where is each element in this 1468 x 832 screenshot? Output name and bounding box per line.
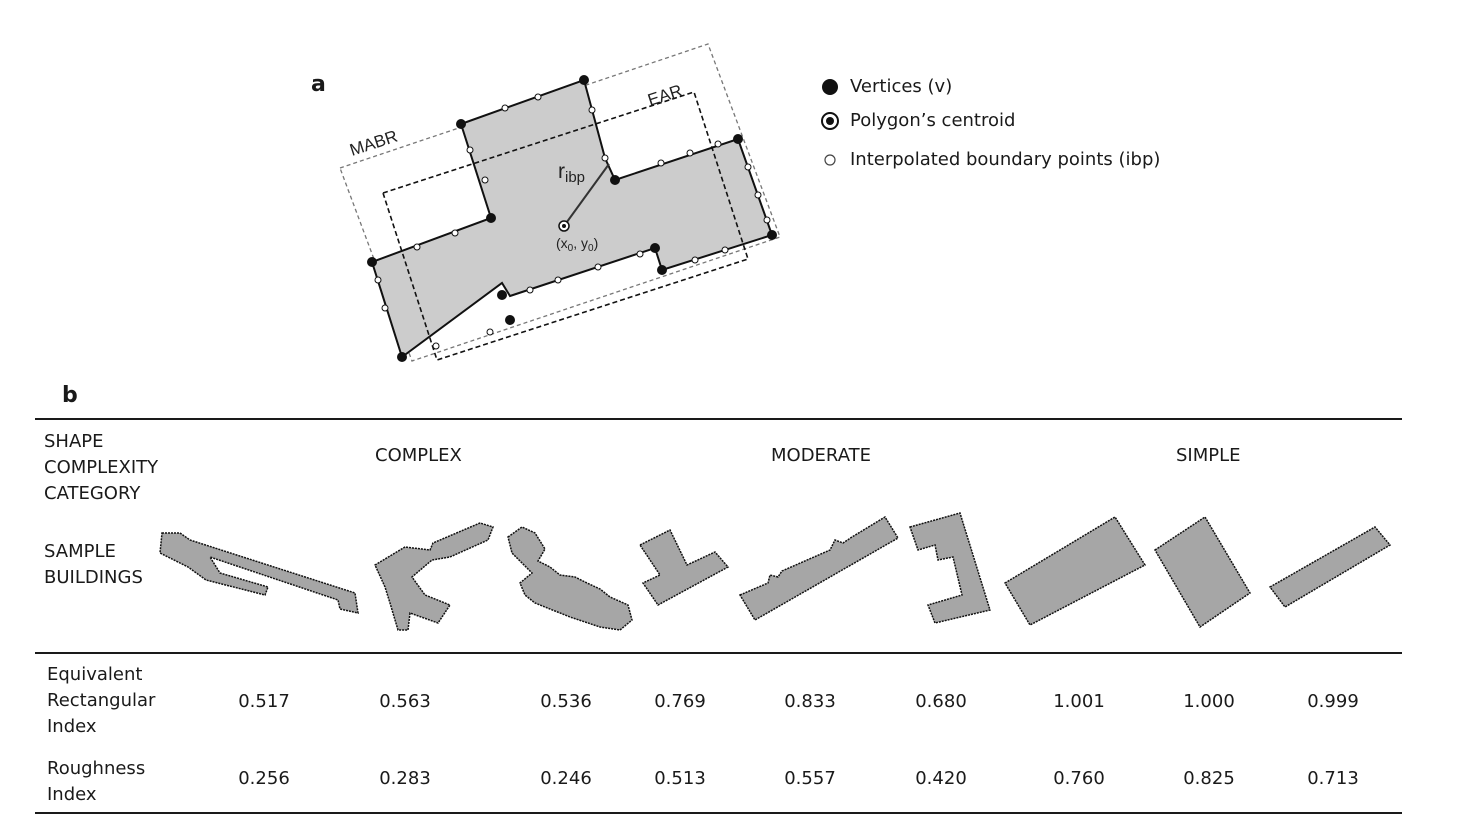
vertex-point bbox=[397, 352, 407, 362]
ibp-point bbox=[721, 246, 729, 254]
building-moderate-3 bbox=[909, 512, 991, 624]
ibp-point bbox=[763, 216, 771, 224]
roughness-value: 0.513 bbox=[654, 768, 706, 789]
vertex-point bbox=[367, 257, 377, 267]
ibp-point bbox=[534, 93, 542, 101]
eri-value: 1.000 bbox=[1183, 691, 1235, 712]
building-complex-2 bbox=[374, 522, 494, 631]
centroid-label: (x0, y0) bbox=[556, 235, 598, 254]
ibp-point bbox=[451, 229, 459, 237]
legend-vertices: Vertices (v) bbox=[820, 76, 952, 97]
ibp-point bbox=[413, 243, 421, 251]
roughness-value: 0.713 bbox=[1307, 768, 1359, 789]
building-polygon bbox=[370, 78, 774, 359]
vertex-point bbox=[505, 315, 515, 325]
eri-value: 0.999 bbox=[1307, 691, 1359, 712]
ibp-point bbox=[526, 286, 534, 294]
row-label-eri: Equivalent Rectangular Index bbox=[47, 664, 156, 737]
vertex-point bbox=[610, 175, 620, 185]
eri-value: 0.680 bbox=[915, 691, 967, 712]
radius-line bbox=[563, 163, 610, 227]
ibp-point bbox=[754, 191, 762, 199]
roughness-value: 0.825 bbox=[1183, 768, 1235, 789]
ibp-point bbox=[691, 256, 699, 264]
roughness-value: 0.557 bbox=[784, 768, 836, 789]
roughness-value: 0.283 bbox=[379, 768, 431, 789]
eri-value: 0.536 bbox=[540, 691, 592, 712]
ibp-point bbox=[486, 328, 494, 336]
building-simple-1 bbox=[1003, 515, 1147, 626]
filled-dot-icon bbox=[822, 78, 838, 95]
vertex-point bbox=[456, 119, 466, 129]
eri-value: 0.833 bbox=[784, 691, 836, 712]
building-complex-1 bbox=[159, 532, 359, 614]
vertex-point bbox=[497, 290, 507, 300]
building-moderate-2 bbox=[738, 515, 900, 622]
building-simple-3 bbox=[1268, 526, 1392, 608]
legend-label: Vertices (v) bbox=[850, 76, 953, 97]
building-simple-2 bbox=[1153, 515, 1252, 629]
legend-centroid: Polygon’s centroid bbox=[820, 110, 1015, 131]
vertex-point bbox=[733, 134, 743, 144]
eri-value: 0.769 bbox=[654, 691, 706, 712]
row-label-roughness: Roughness Index bbox=[47, 758, 146, 805]
ibp-point bbox=[594, 263, 602, 271]
roughness-value: 0.760 bbox=[1053, 768, 1105, 789]
vertex-point bbox=[579, 75, 589, 85]
table-bottom-rule bbox=[35, 812, 1402, 814]
vertex-point bbox=[657, 265, 667, 275]
ibp-point bbox=[432, 342, 440, 350]
panel-a-label: a bbox=[311, 72, 326, 97]
ibp-point bbox=[686, 149, 694, 157]
legend-label: Interpolated boundary points (ibp) bbox=[850, 149, 1161, 170]
ibp-point bbox=[554, 276, 562, 284]
radius-subscript: ibp bbox=[565, 169, 585, 186]
panel-b-label: b bbox=[62, 383, 78, 408]
eri-value: 0.563 bbox=[379, 691, 431, 712]
ibp-point bbox=[501, 104, 509, 112]
hollow-dot-icon bbox=[824, 153, 836, 166]
category-header-label: SHAPE COMPLEXITY CATEGORY bbox=[44, 431, 159, 504]
category-simple: SIMPLE bbox=[1176, 445, 1241, 466]
ibp-point bbox=[636, 250, 644, 258]
building-complex-3 bbox=[507, 526, 633, 631]
sample-buildings-label: SAMPLE BUILDINGS bbox=[44, 541, 143, 588]
roughness-value: 0.246 bbox=[540, 768, 592, 789]
ear-rectangle bbox=[381, 90, 750, 362]
eri-value: 0.517 bbox=[238, 691, 290, 712]
vertex-point bbox=[486, 213, 496, 223]
polygon-diagram: MABR EAR ribp (x0, y0) bbox=[339, 43, 781, 362]
ibp-point bbox=[714, 140, 722, 148]
ibp-point bbox=[657, 159, 665, 167]
ibp-point bbox=[588, 106, 596, 114]
building-moderate-1 bbox=[638, 528, 730, 606]
table-mid-rule bbox=[35, 652, 1402, 654]
legend-label: Polygon’s centroid bbox=[850, 110, 1016, 131]
ibp-points bbox=[374, 93, 771, 350]
sample-buildings bbox=[159, 512, 1392, 631]
vertex-point bbox=[767, 230, 777, 240]
ear-label: EAR bbox=[645, 81, 684, 110]
radius-label: ribp bbox=[558, 160, 585, 186]
ibp-point bbox=[466, 146, 474, 154]
ibp-point bbox=[481, 176, 489, 184]
roughness-value: 0.256 bbox=[238, 768, 290, 789]
vertices bbox=[367, 75, 777, 362]
roughness-value: 0.420 bbox=[915, 768, 967, 789]
ibp-point bbox=[374, 276, 382, 284]
vertex-point bbox=[650, 243, 660, 253]
ibp-point bbox=[744, 163, 752, 171]
legend-ibp: Interpolated boundary points (ibp) bbox=[820, 149, 1160, 170]
ibp-point bbox=[381, 304, 389, 312]
table-top-rule bbox=[35, 418, 1402, 420]
mabr-label: MABR bbox=[347, 127, 400, 160]
category-complex: COMPLEX bbox=[375, 445, 462, 466]
ibp-point bbox=[601, 154, 609, 162]
category-moderate: MODERATE bbox=[771, 445, 871, 466]
radius-main: r bbox=[558, 160, 565, 183]
eri-value: 1.001 bbox=[1053, 691, 1105, 712]
centroid-dot-icon bbox=[821, 111, 839, 130]
